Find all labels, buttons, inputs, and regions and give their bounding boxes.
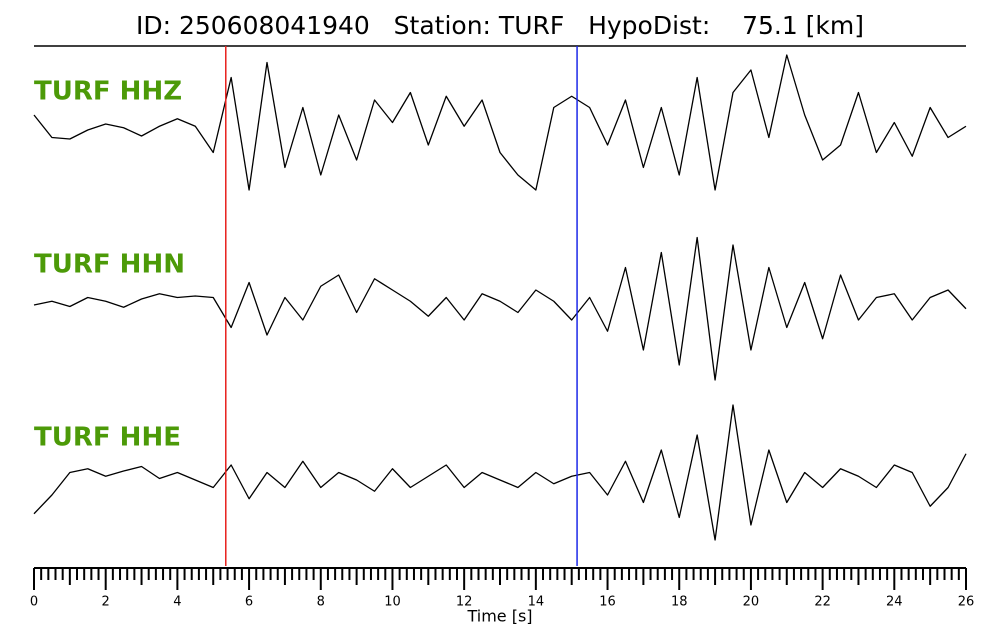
x-tick-label: 26 <box>958 595 975 610</box>
trace-label: TURF HHZ <box>34 77 182 107</box>
x-tick-label: 24 <box>886 595 903 610</box>
x-tick-label: 2 <box>102 595 110 610</box>
x-tick-label: 0 <box>30 595 38 610</box>
x-tick-label: 16 <box>599 595 616 610</box>
x-axis-title: Time [s] <box>466 607 532 626</box>
x-tick-label: 8 <box>317 595 325 610</box>
x-tick-label: 22 <box>814 595 831 610</box>
trace-label: TURF HHN <box>34 250 185 280</box>
waveform <box>33 404 967 541</box>
x-tick-label: 14 <box>528 595 545 610</box>
x-tick-label: 10 <box>384 595 401 610</box>
x-tick-label: 6 <box>245 595 253 610</box>
x-tick-label: 20 <box>743 595 760 610</box>
x-tick-label: 12 <box>456 595 473 610</box>
waveform <box>33 236 967 381</box>
waveform <box>33 54 967 191</box>
x-tick-label: 4 <box>173 595 181 610</box>
x-tick-label: 18 <box>671 595 688 610</box>
chart-title: ID: 250608041940 Station: TURF HypoDist:… <box>136 11 864 40</box>
trace-label: TURF HHE <box>34 423 181 453</box>
